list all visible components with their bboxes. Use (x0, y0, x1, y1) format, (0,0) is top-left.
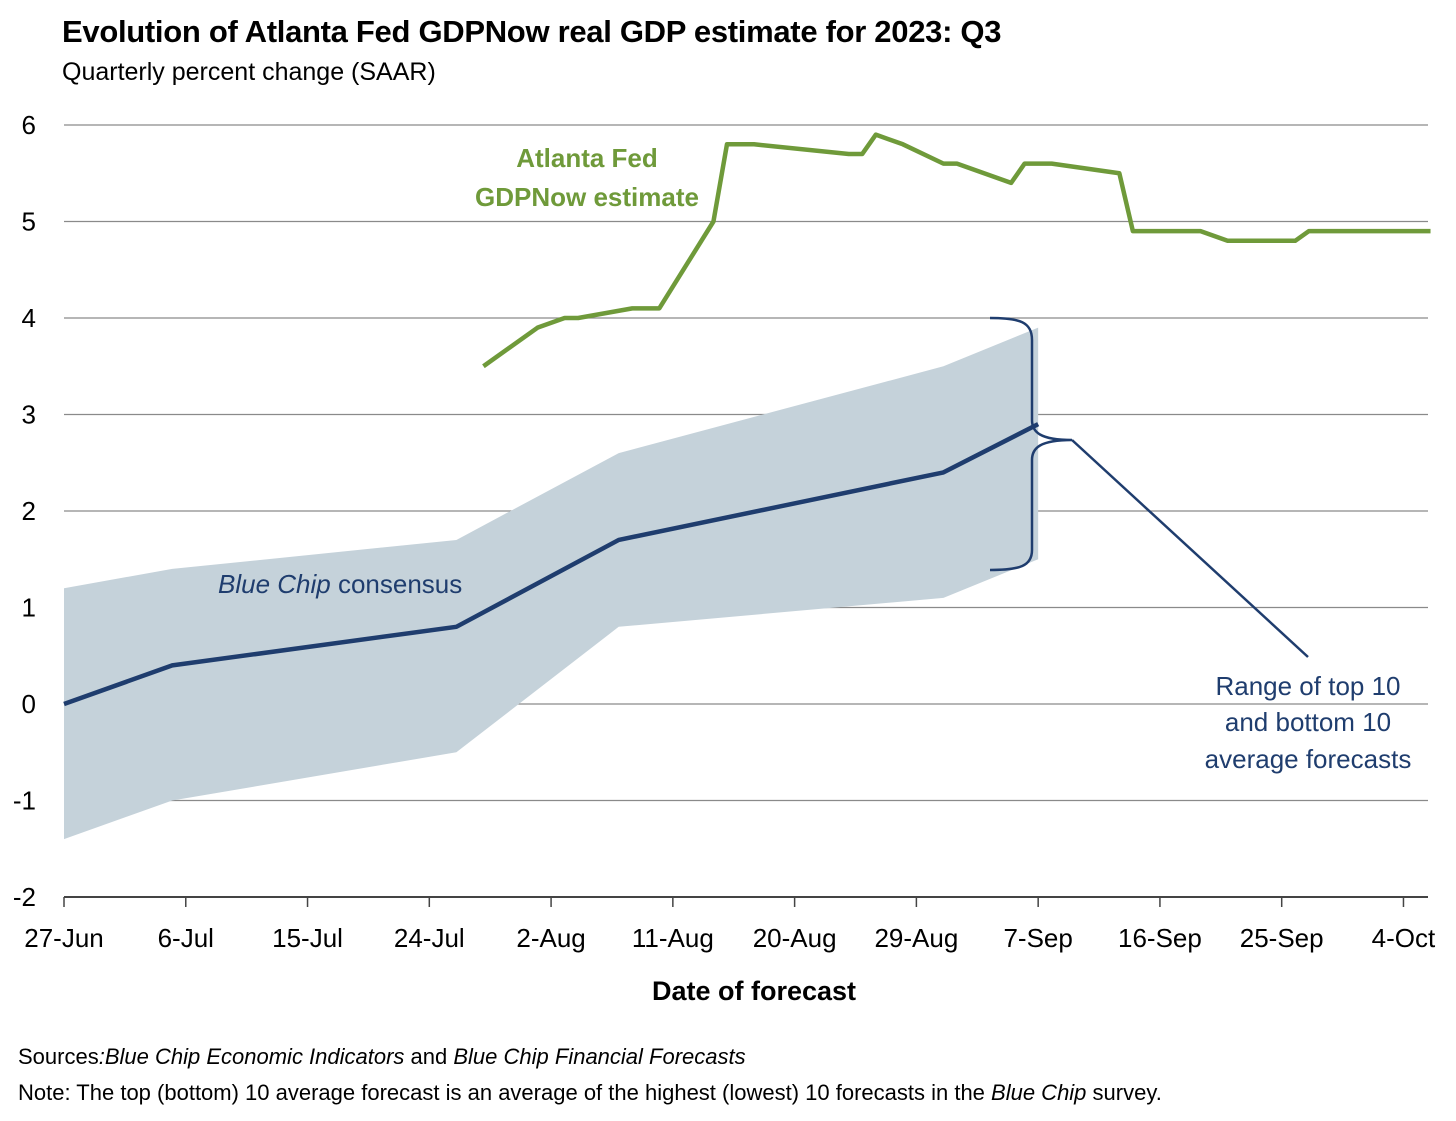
footnote: Note: The top (bottom) 10 average foreca… (18, 1080, 1162, 1106)
x-tick-label: 24-Jul (394, 923, 465, 953)
chart-title: Evolution of Atlanta Fed GDPNow real GDP… (62, 14, 1002, 49)
note-text2: survey. (1086, 1080, 1162, 1105)
x-tick-label: 15-Jul (272, 923, 343, 953)
note-label: Note (18, 1080, 65, 1105)
x-tick-label: 16-Sep (1118, 923, 1202, 953)
y-tick-label: 0 (22, 689, 36, 719)
x-tick-label: 11-Aug (632, 923, 714, 953)
range-label-line3: average forecasts (1205, 744, 1412, 774)
y-tick-label: 2 (22, 496, 36, 526)
y-tick-label: 5 (22, 207, 36, 237)
series-lines (63, 132, 1431, 707)
x-tick-label: 2-Aug (516, 923, 585, 953)
bluechip-label-italic: Blue Chip (218, 569, 331, 599)
gdpnow-label-line2: GDPNow estimate (475, 182, 699, 212)
y-axis: 6 5 4 3 2 1 0 -1 -2 (13, 110, 36, 912)
gdpnow-label-line1: Atlanta Fed (516, 143, 658, 173)
range-leader-line (1071, 439, 1309, 658)
y-tick-label: 3 (22, 400, 36, 430)
annotations: Atlanta Fed GDPNow estimate Blue Chip co… (218, 143, 1411, 774)
x-tick-label: 4-Oct (1372, 923, 1436, 953)
range-label-line2: and bottom 10 (1225, 707, 1391, 737)
sources-colon: : (98, 1044, 105, 1069)
blue-chip-consensus-line (63, 422, 1040, 707)
range-band (64, 327, 1039, 840)
x-tick-label: 20-Aug (753, 923, 837, 953)
atlanta-fed-gdpnow-estimate-line (482, 132, 1431, 369)
x-tick-label: 6-Jul (158, 923, 214, 953)
y-tick-label: -2 (13, 882, 36, 912)
x-tick-label: 29-Aug (874, 923, 958, 953)
y-tick-label: 4 (22, 303, 36, 333)
sources-label: Sources (18, 1044, 99, 1069)
x-tick-label: 7-Sep (1003, 923, 1072, 953)
range-label-line1: Range of top 10 (1215, 671, 1400, 701)
x-tick-label: 27-Jun (24, 923, 104, 953)
y-tick-label: 1 (22, 593, 36, 623)
note-italic: Blue Chip (991, 1080, 1087, 1105)
x-tick-label: 25-Sep (1240, 923, 1324, 953)
forecast-range-band (64, 327, 1039, 840)
chart-subtitle: Quarterly percent change (SAAR) (62, 58, 436, 86)
y-tick-label: -1 (13, 786, 36, 816)
sources-and: and (404, 1044, 454, 1069)
x-axis: 27-Jun 6-Jul 15-Jul 24-Jul 2-Aug 11-Aug 20-Aug… (24, 897, 1436, 953)
y-tick-label: 6 (22, 110, 36, 140)
note-text1: : The top (bottom) 10 average forecast i… (64, 1080, 992, 1105)
sources-note: Sources:Blue Chip Economic Indicators an… (18, 1044, 746, 1070)
bluechip-label-rest: consensus (331, 569, 463, 599)
x-axis-title: Date of forecast (652, 976, 856, 1006)
bluechip-label: Blue Chip consensus (218, 569, 462, 599)
sources-text2: Blue Chip Financial Forecasts (453, 1044, 746, 1069)
sources-text1: Blue Chip Economic Indicators (104, 1044, 405, 1069)
